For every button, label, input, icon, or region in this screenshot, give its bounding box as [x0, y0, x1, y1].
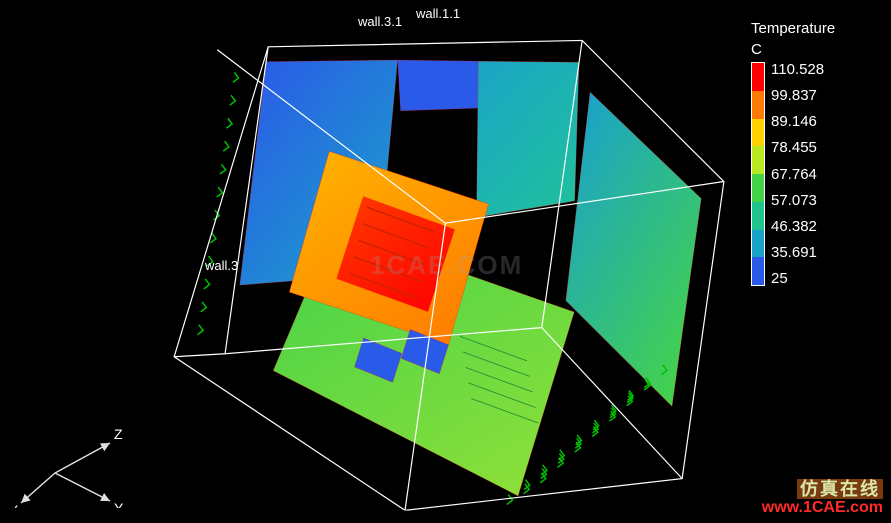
legend-value: 25: [771, 271, 824, 286]
body-label: wall.1.1: [416, 6, 460, 21]
legend-swatch: [752, 91, 764, 119]
legend-colorbar: [751, 62, 765, 286]
flow-arrow-icon: [230, 95, 236, 106]
legend-value: 89.146: [771, 114, 824, 129]
legend-swatch: [752, 174, 764, 202]
legend-swatch: [752, 63, 764, 91]
svg-text:Z: Z: [114, 426, 123, 442]
flow-arrow-icon: [233, 72, 239, 83]
legend-value: 110.528: [771, 62, 824, 77]
legend-value: 78.455: [771, 140, 824, 155]
flow-arrow-icon: [220, 164, 226, 175]
flow-arrow-icon: [226, 118, 232, 129]
legend-value: 67.764: [771, 167, 824, 182]
legend-swatch: [752, 146, 764, 174]
body-label: wall.3: [205, 258, 238, 273]
scene-svg: [88, 0, 752, 523]
flow-arrow-icon: [201, 302, 207, 313]
body-label: wall.3.1: [358, 14, 402, 29]
viewport: wall.1.1wall.3.1wall.3 1CAE.COM Temperat…: [0, 0, 891, 523]
legend-title: Temperature: [751, 20, 861, 37]
legend-swatch: [752, 119, 764, 147]
corner-watermark: 仿真在线 www.1CAE.com: [762, 480, 883, 517]
watermark-url: www.1CAE.com: [762, 499, 883, 517]
svg-text:Y: Y: [114, 500, 124, 508]
watermark-cn: 仿真在线: [797, 479, 883, 499]
flow-arrow-icon: [197, 325, 203, 336]
temperature-legend: Temperature C 110.528 99.837 89.146 78.455 6…: [751, 20, 861, 286]
flow-arrow-icon: [204, 279, 210, 290]
legend-value: 57.073: [771, 193, 824, 208]
flow-arrow-icon: [507, 495, 513, 506]
svg-text:X: X: [15, 502, 19, 508]
legend-swatch: [752, 202, 764, 230]
flow-arrow-icon: [223, 141, 229, 152]
legend-body: 110.528 99.837 89.146 78.455 67.764 57.073 46.…: [751, 62, 861, 286]
legend-swatch: [752, 230, 764, 258]
legend-value: 35.691: [771, 245, 824, 260]
legend-swatch: [752, 257, 764, 285]
legend-value: 46.382: [771, 219, 824, 234]
legend-unit: C: [751, 41, 861, 58]
axis-triad-svg: Z Y X: [15, 418, 125, 508]
thermal-scene: [88, 0, 752, 523]
legend-labels: 110.528 99.837 89.146 78.455 67.764 57.073 46.…: [771, 62, 824, 286]
flow-arrow-icon: [217, 187, 223, 198]
legend-value: 99.837: [771, 88, 824, 103]
axis-triad: Z Y X: [15, 418, 125, 508]
